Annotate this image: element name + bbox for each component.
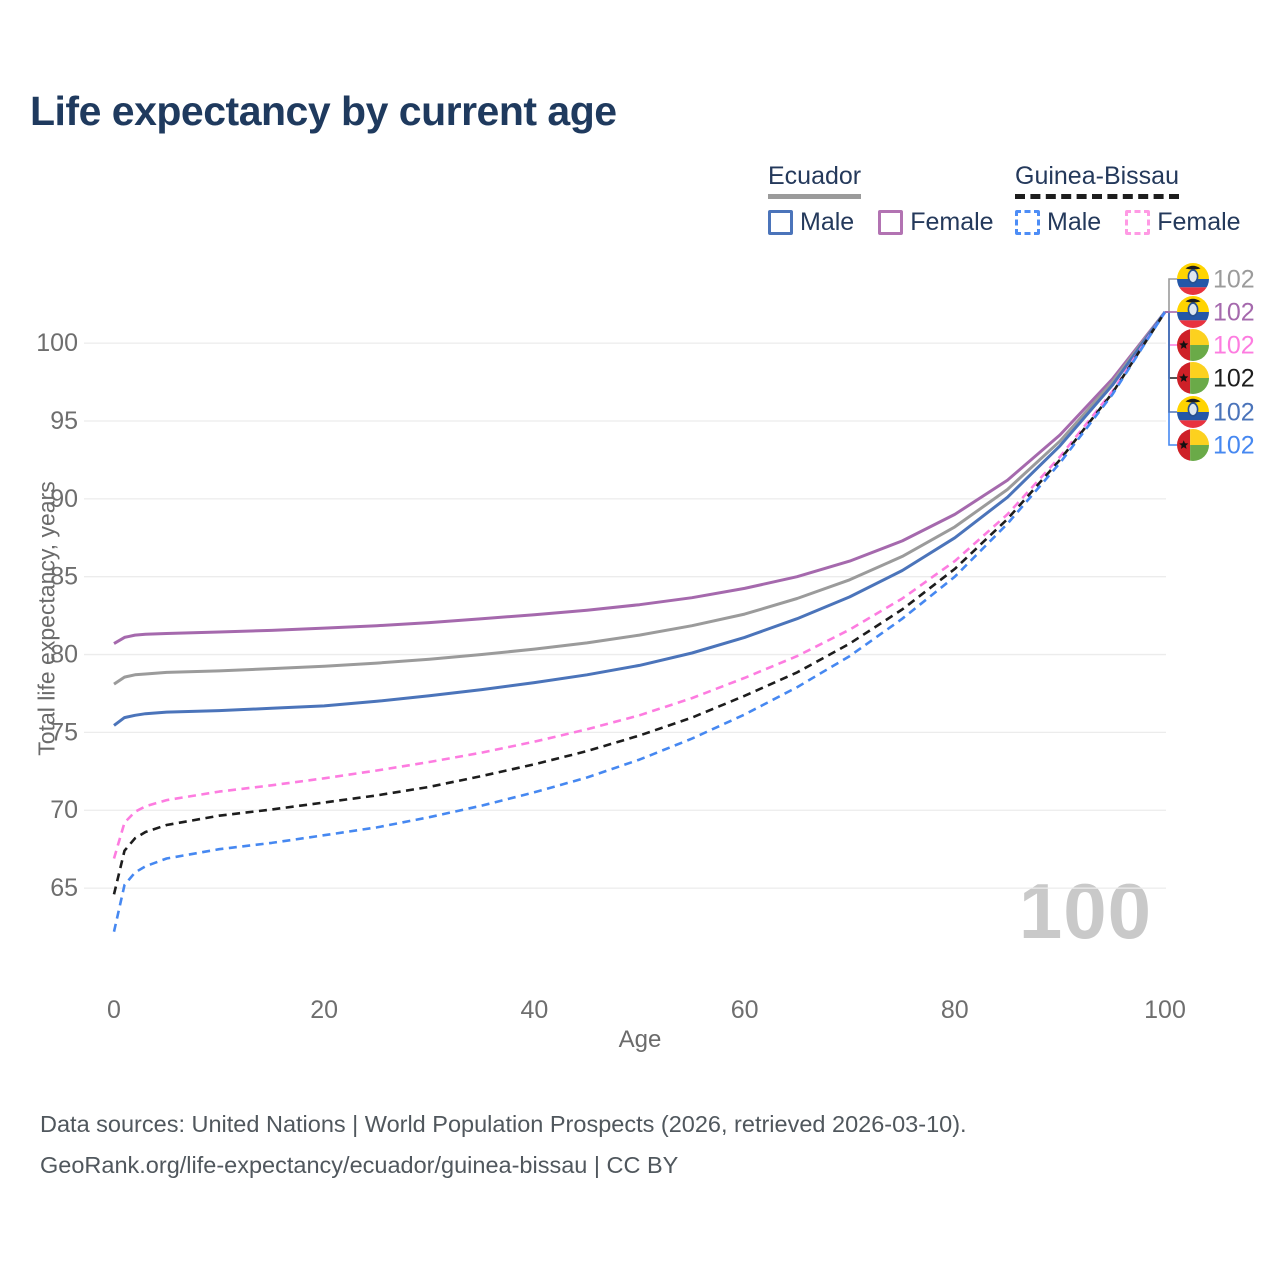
leader-line-4 <box>1165 311 1177 413</box>
page-title: Life expectancy by current age <box>30 88 617 134</box>
end-label-value-0: 102 <box>1213 266 1255 294</box>
guinea-bissau-flag-icon <box>1177 362 1209 394</box>
footer-datasource-line: Data sources: United Nations | World Pop… <box>40 1111 967 1137</box>
ecuador-flag-icon <box>1177 296 1209 328</box>
x-tick-label-20: 20 <box>310 996 338 1024</box>
legend-swatch-ecuador-female <box>878 210 904 235</box>
legend-title-guinea-bissau: Guinea-Bissau <box>1015 162 1179 199</box>
y-tick-label-80: 80 <box>50 641 78 669</box>
legend-swatch-guinea-bissau-male <box>1015 210 1040 235</box>
legend-swatch-ecuador-male <box>768 210 793 235</box>
legend-item-ecuador-female[interactable]: Female <box>878 208 994 237</box>
y-tick-label-85: 85 <box>50 563 78 591</box>
legend-label-guinea-bissau-male: Male <box>1047 208 1102 236</box>
x-tick-label-100: 100 <box>1144 996 1186 1024</box>
legend-item-guinea-bissau-male[interactable]: Male <box>1015 208 1101 237</box>
legend-label-ecuador-male: Male <box>800 208 855 236</box>
series-line-ecuador-both-sexes[interactable] <box>113 311 1167 686</box>
series-line-guinea-bissau-male[interactable] <box>112 311 1167 932</box>
legend-group-ecuador: Ecuador Male Female <box>768 162 994 237</box>
legend-items-ecuador: Male Female <box>768 208 994 237</box>
y-axis-title: Total life expectancy, years <box>33 481 60 756</box>
x-axis-title: Age <box>618 1026 662 1053</box>
x-tick-label-60: 60 <box>731 996 759 1024</box>
end-label-value-4: 102 <box>1213 399 1255 427</box>
y-tick-label-95: 95 <box>50 407 78 435</box>
end-label-value-2: 102 <box>1213 332 1255 360</box>
legend-group-guinea-bissau: Guinea-Bissau Male Female <box>1015 162 1241 237</box>
x-tick-label-40: 40 <box>520 996 548 1024</box>
legend-label-ecuador-female: Female <box>910 208 994 236</box>
end-label-value-3: 102 <box>1213 365 1255 393</box>
leader-line-0 <box>1165 278 1177 313</box>
y-tick-label-75: 75 <box>50 718 78 746</box>
series-line-ecuador-female[interactable] <box>113 311 1167 645</box>
x-tick-label-0: 0 <box>107 996 121 1024</box>
y-tick-label-70: 70 <box>50 796 78 824</box>
footer-url-line: GeoRank.org/life-expectancy/ecuador/guin… <box>40 1152 679 1178</box>
age-counter-watermark: 100 <box>1018 867 1152 955</box>
legend-items-guinea-bissau: Male Female <box>1015 208 1241 237</box>
legend-title-ecuador: Ecuador <box>768 162 862 199</box>
legend-item-guinea-bissau-female[interactable]: Female <box>1125 208 1241 237</box>
legend-swatch-guinea-bissau-female <box>1125 210 1151 235</box>
end-label-value-5: 102 <box>1213 432 1255 460</box>
y-tick-label-100: 100 <box>36 329 78 357</box>
leader-line-2 <box>1165 311 1177 346</box>
series-line-ecuador-male[interactable] <box>113 311 1167 727</box>
end-label-value-1: 102 <box>1213 299 1255 327</box>
ecuador-flag-icon <box>1177 396 1209 428</box>
legend-label-guinea-bissau-female: Female <box>1157 208 1241 236</box>
ecuador-flag-icon <box>1177 263 1209 295</box>
y-tick-label-90: 90 <box>50 485 78 513</box>
footer: Data sources: United Nations | World Pop… <box>40 1104 967 1186</box>
series-line-guinea-bissau-both-sexes[interactable] <box>112 311 1167 895</box>
legend-item-ecuador-male[interactable]: Male <box>768 208 854 237</box>
y-tick-label-65: 65 <box>50 874 78 902</box>
series-line-guinea-bissau-female[interactable] <box>112 311 1167 859</box>
x-tick-label-80: 80 <box>941 996 969 1024</box>
